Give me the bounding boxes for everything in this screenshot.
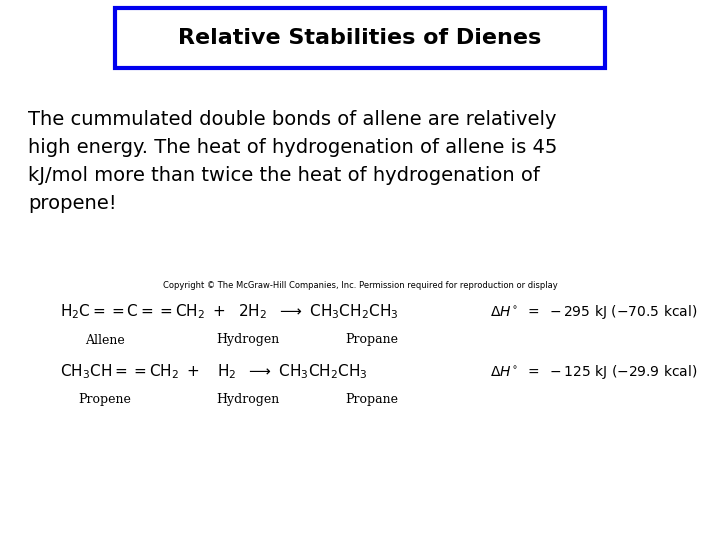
Text: propene!: propene! [28,194,117,213]
Text: high energy. The heat of hydrogenation of allene is 45: high energy. The heat of hydrogenation o… [28,138,557,157]
Text: Hydrogen: Hydrogen [217,334,279,347]
Text: Relative Stabilities of Dienes: Relative Stabilities of Dienes [179,28,541,48]
Text: $\mathit{\Delta H}$$\mathsf{^\circ\ =\ -295\ kJ\ (-70.5\ kcal)}$: $\mathit{\Delta H}$$\mathsf{^\circ\ =\ -… [490,303,698,321]
Text: $\mathsf{H_2C{=}{=}C{=}{=}CH_2}$$\mathsf{\ +\ \ 2H_2\ \ \longrightarrow\ CH_3CH_: $\mathsf{H_2C{=}{=}C{=}{=}CH_2}$$\mathsf… [60,302,399,321]
Text: Propane: Propane [346,394,398,407]
FancyBboxPatch shape [115,8,605,68]
Text: Propane: Propane [346,334,398,347]
Text: Hydrogen: Hydrogen [217,394,279,407]
Text: kJ/mol more than twice the heat of hydrogenation of: kJ/mol more than twice the heat of hydro… [28,166,540,185]
Text: $\mathit{\Delta H}$$\mathsf{^\circ\ =\ -125\ kJ\ (-29.9\ kcal)}$: $\mathit{\Delta H}$$\mathsf{^\circ\ =\ -… [490,363,698,381]
Text: $\mathsf{CH_3CH{=}{=}CH_2}$$\mathsf{\ +\ \ \ H_2\ \ \longrightarrow\ CH_3CH_2CH_: $\mathsf{CH_3CH{=}{=}CH_2}$$\mathsf{\ +\… [60,363,368,381]
Text: Allene: Allene [85,334,125,347]
Text: The cummulated double bonds of allene are relatively: The cummulated double bonds of allene ar… [28,110,557,129]
Text: Propene: Propene [78,394,132,407]
Text: Copyright © The McGraw-Hill Companies, Inc. Permission required for reproduction: Copyright © The McGraw-Hill Companies, I… [163,281,557,291]
